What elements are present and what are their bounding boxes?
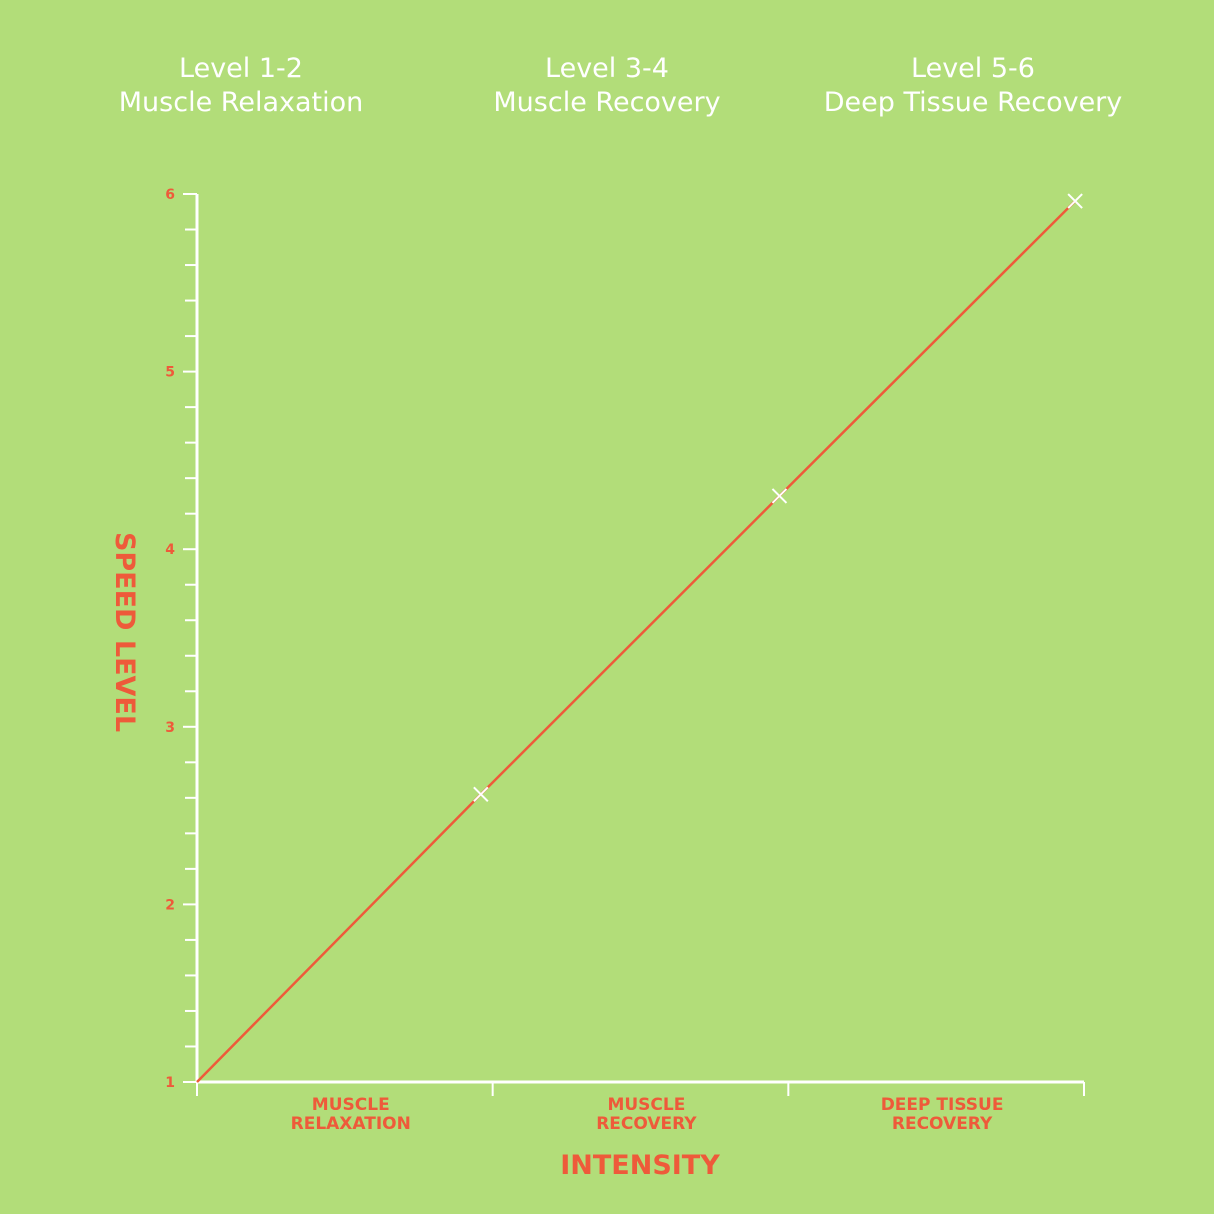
y-axis-ticks: 1 2 3 4 5 6 bbox=[165, 187, 197, 1091]
chart-markers bbox=[473, 193, 1083, 802]
x-category-label: MUSCLE RELAXATION bbox=[291, 1095, 411, 1134]
cross-marker-stroke bbox=[473, 786, 489, 802]
x-category-label: DEEP TISSUE RECOVERY bbox=[881, 1095, 1004, 1134]
header-row: Level 1-2 Muscle Relaxation Level 3-4 Mu… bbox=[0, 52, 1214, 132]
header-level-description: Muscle Relaxation bbox=[118, 87, 364, 118]
header-level-3-4: Level 3-4 Muscle Recovery bbox=[493, 52, 720, 120]
x-category-label-line: MUSCLE bbox=[607, 1095, 685, 1115]
chart-series bbox=[196, 200, 1077, 1083]
y-tick-label: 3 bbox=[165, 720, 175, 736]
header-level-description: Muscle Recovery bbox=[493, 87, 721, 118]
y-tick-label: 6 bbox=[165, 187, 175, 203]
y-tick-label: 5 bbox=[165, 365, 175, 381]
x-axis-title: INTENSITY bbox=[560, 1150, 720, 1181]
y-tick-label: 1 bbox=[165, 1075, 175, 1091]
y-tick-label: 2 bbox=[165, 897, 175, 913]
header-level-title: Level 5-6 bbox=[911, 53, 1035, 84]
chart-axes bbox=[195, 194, 1084, 1084]
header-level-5-6: Level 5-6 Deep Tissue Recovery bbox=[824, 52, 1123, 120]
x-category-label-line: MUSCLE bbox=[312, 1095, 390, 1115]
y-tick-label: 4 bbox=[165, 542, 175, 558]
cross-marker-stroke bbox=[771, 488, 788, 504]
header-level-description: Deep Tissue Recovery bbox=[823, 87, 1123, 118]
header-level-1-2: Level 1-2 Muscle Relaxation bbox=[119, 52, 363, 120]
cross-marker-stroke bbox=[1067, 193, 1083, 209]
x-category-label-line: RELAXATION bbox=[291, 1114, 411, 1134]
y-axis-title: SPEED LEVEL bbox=[109, 532, 140, 732]
x-category-label: MUSCLE RECOVERY bbox=[596, 1095, 697, 1134]
cross-marker bbox=[771, 488, 788, 504]
x-category-label-line: DEEP TISSUE bbox=[881, 1095, 1004, 1115]
header-level-title: Level 3-4 bbox=[545, 53, 669, 84]
x-category-label-line: RECOVERY bbox=[596, 1114, 697, 1134]
series-line bbox=[196, 200, 1077, 1083]
chart-labels: INTENSITY SPEED LEVEL bbox=[109, 532, 720, 1181]
cross-marker bbox=[473, 786, 489, 802]
x-category-label-line: RECOVERY bbox=[892, 1114, 993, 1134]
header-level-title: Level 1-2 bbox=[179, 53, 303, 84]
cross-marker bbox=[1067, 193, 1083, 209]
